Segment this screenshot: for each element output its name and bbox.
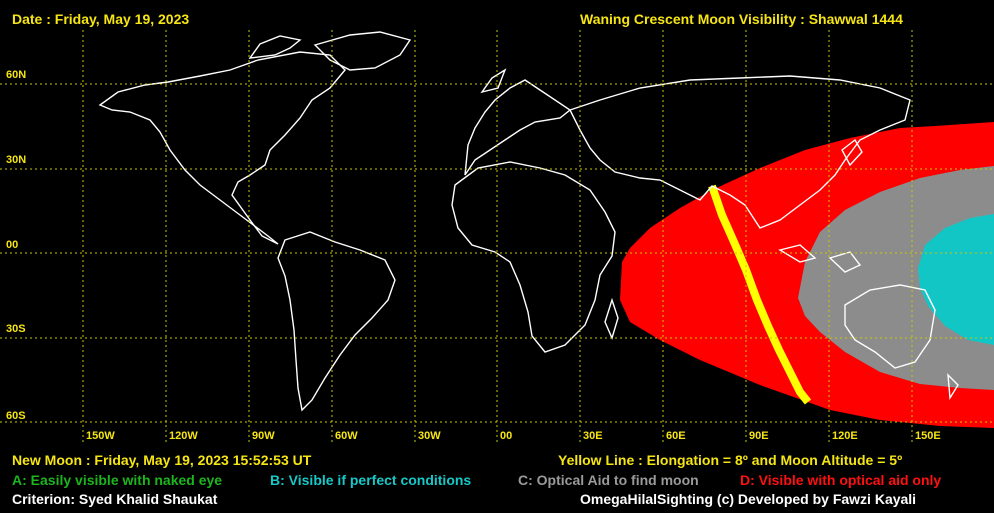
lon-label-90w: 90W [252,430,275,442]
lat-label-00: 00 [6,239,19,251]
map-title: Waning Crescent Moon Visibility : Shawwa… [580,11,903,27]
lon-label-150e: 150E [915,430,941,442]
zone-b-region [918,214,994,345]
new-moon-label: New Moon : Friday, May 19, 2023 15:52:53… [12,452,312,468]
lon-label-00: 00 [500,430,513,442]
lat-label-30s: 30S [6,323,26,335]
legend-zone-c: C: Optical Aid to find moon [518,472,699,488]
lat-label-60s: 60S [6,410,26,422]
criterion-label: Criterion: Syed Khalid Shaukat [12,491,218,507]
legend-zone-b: B: Visible if perfect conditions [270,472,472,488]
graticule [0,30,994,445]
legend-zone-a: A: Easily visible with naked eye [12,472,223,488]
credit-label: OmegaHilalSighting (c) Developed by Fawz… [580,491,917,507]
lon-label-120w: 120W [169,430,198,442]
yellow-line-legend: Yellow Line : Elongation = 8º and Moon A… [558,452,903,468]
lon-label-60w: 60W [335,430,358,442]
date-label: Date : Friday, May 19, 2023 [12,11,190,27]
coastlines [98,31,959,412]
yellow-limit-line [708,184,812,405]
lon-label-120e: 120E [832,430,858,442]
lon-label-90e: 90E [749,430,769,442]
lat-label-60n: 60N [6,69,27,81]
lat-label-30n: 30N [6,154,27,166]
lon-label-30e: 30E [583,430,603,442]
zone-c-region [798,166,994,390]
lon-label-150w: 150W [86,430,115,442]
legend-zone-d: D: Visible with optical aid only [740,472,942,488]
lon-label-60e: 60E [666,430,686,442]
lon-label-30w: 30W [418,430,441,442]
